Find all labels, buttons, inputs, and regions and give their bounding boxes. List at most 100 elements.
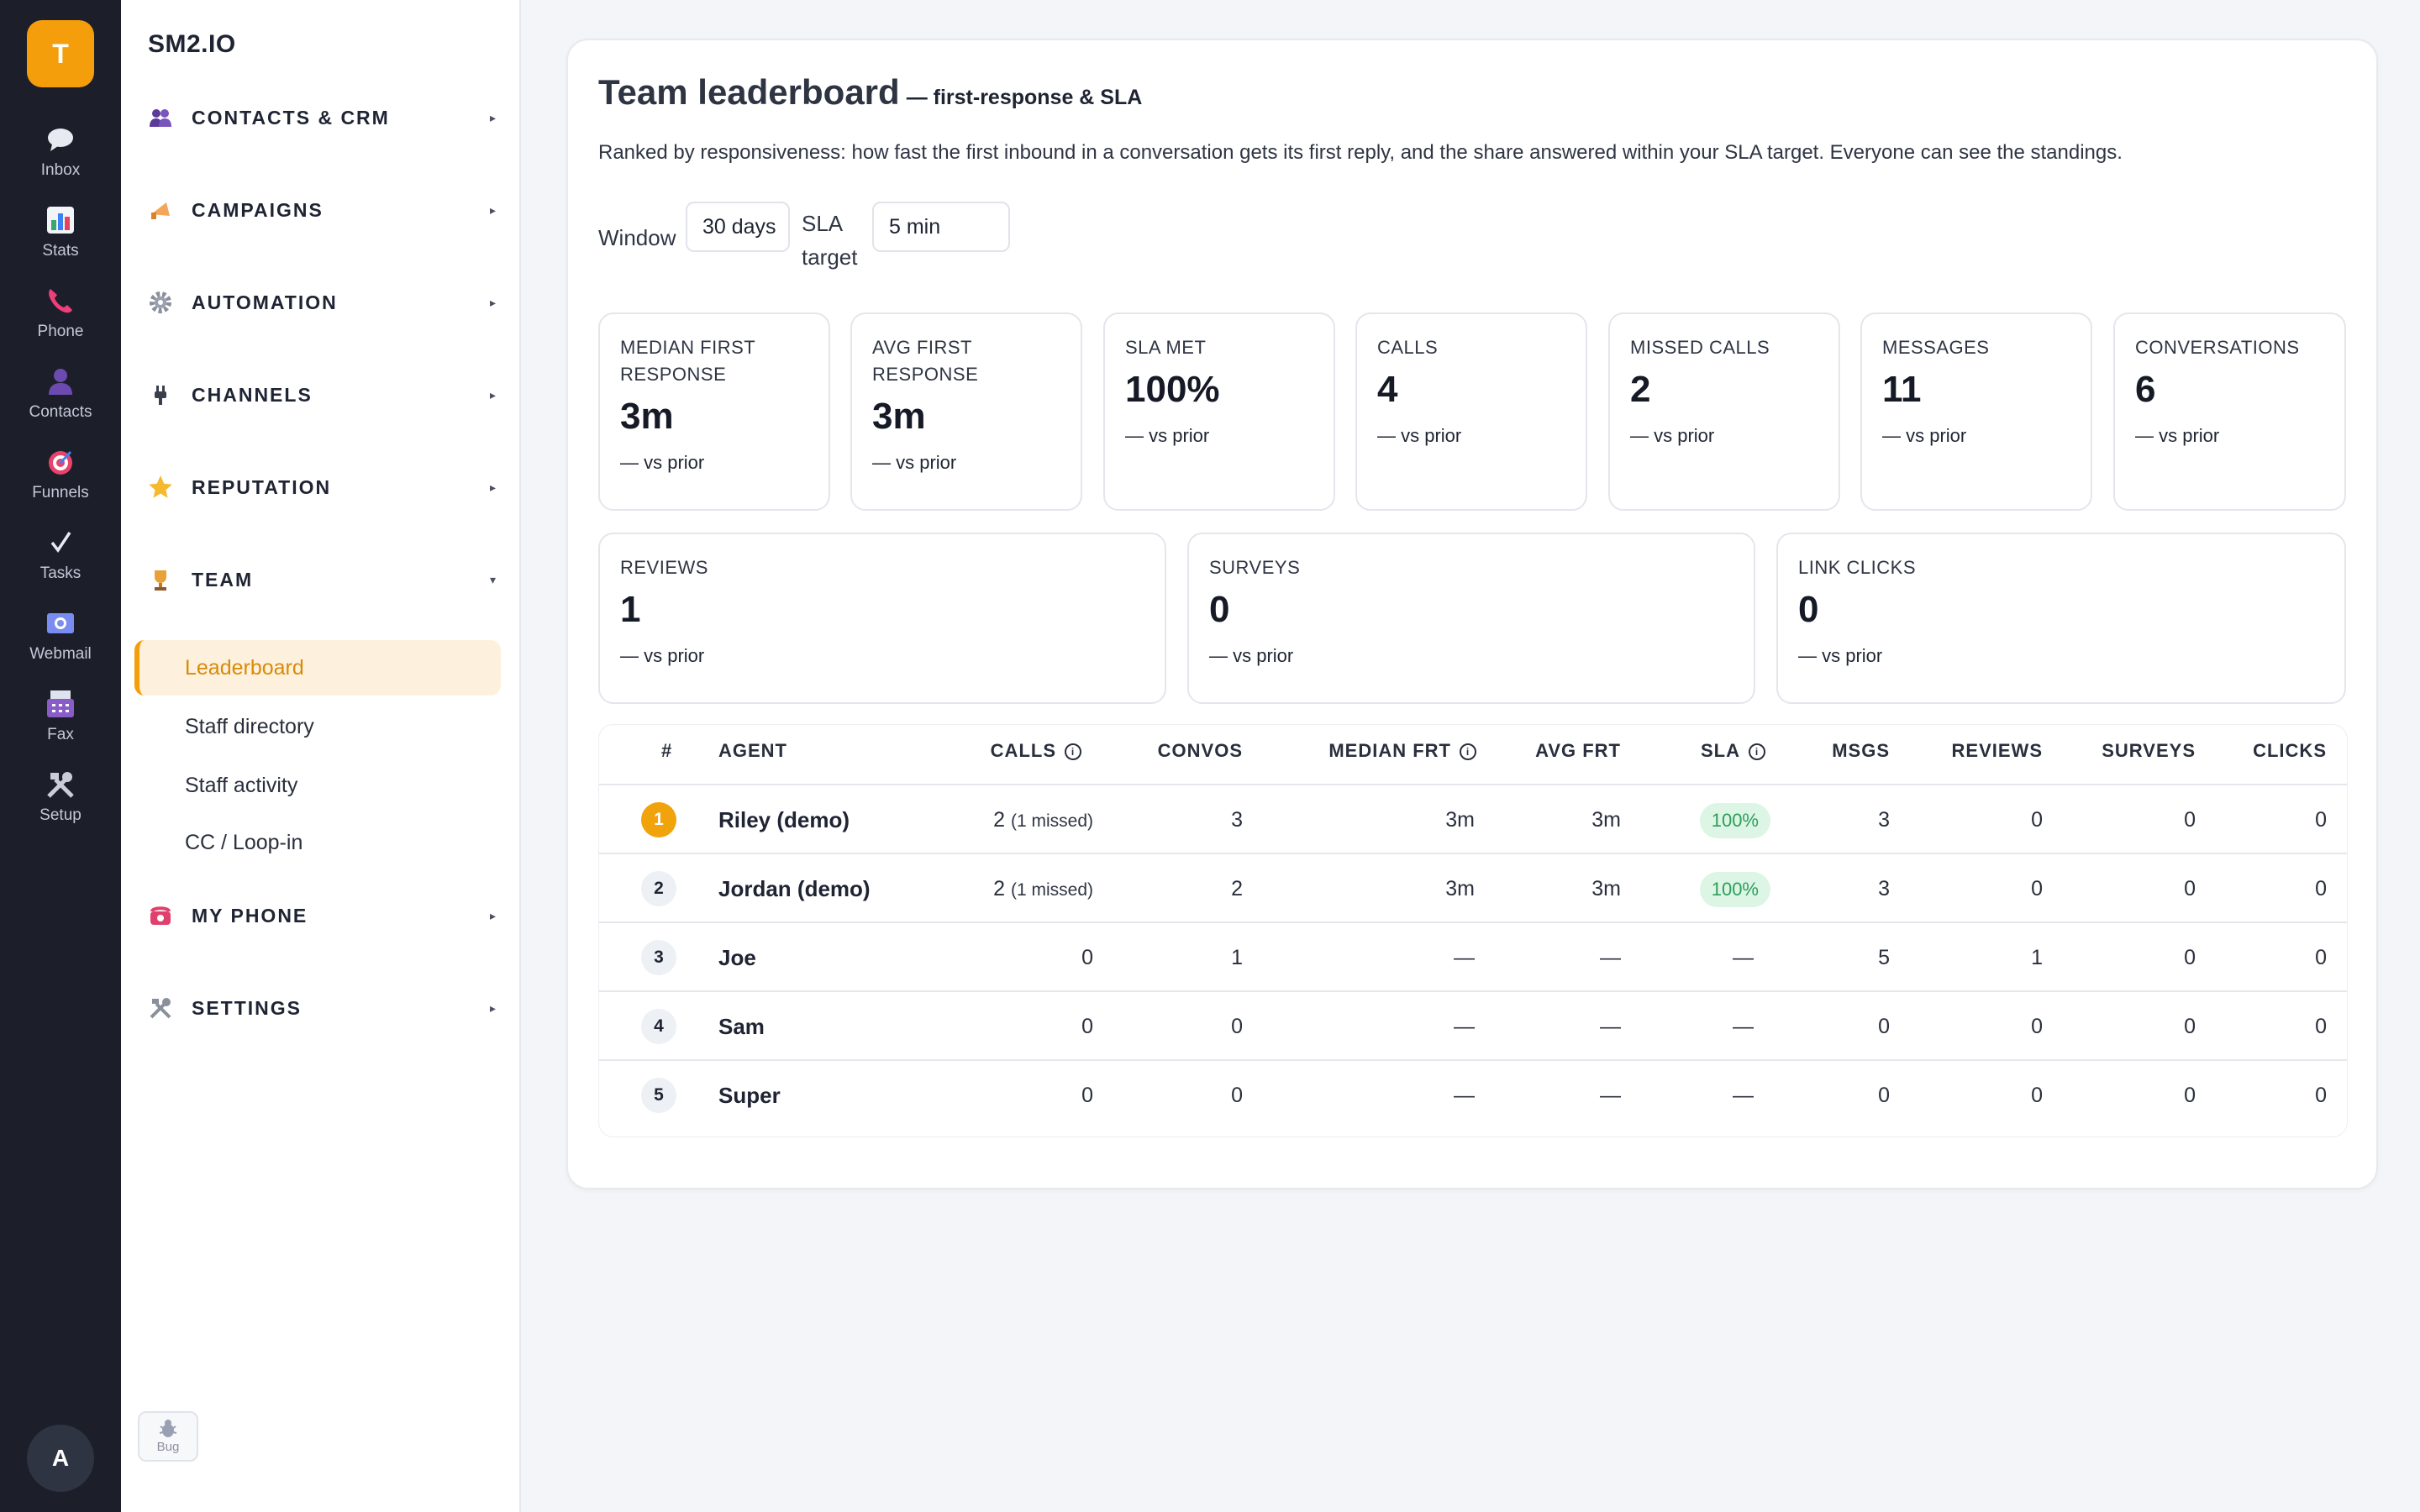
clicks-cell: 0 [2315, 946, 2327, 969]
table-row[interactable]: 2 Jordan (demo) 2 (1 missed) 2 3m 3m 100… [599, 853, 2347, 923]
rail-item-webmail[interactable]: Webmail [0, 606, 121, 677]
rail-item-inbox[interactable]: Inbox [0, 123, 121, 193]
stat-card-messages: MESSAGES 11 — vs prior [1860, 312, 2092, 511]
sidebar-section-reputation[interactable]: REPUTATION ▸ [146, 470, 499, 504]
convos-cell: 1 [1231, 946, 1243, 969]
brand-name: SM2.IO [148, 30, 236, 58]
column-header-agent[interactable]: AGENT [718, 740, 787, 761]
column-header-msgs[interactable]: MSGS [1832, 740, 1890, 761]
stat-card-calls: CALLS 4 — vs prior [1355, 312, 1587, 511]
stat-label: MESSAGES [1882, 337, 1990, 358]
sla-cell: — [1733, 1015, 1754, 1038]
sla-target-input[interactable]: 5 min [872, 202, 1010, 252]
chevron-right-icon: ▸ [489, 480, 496, 494]
median-frt-cell: 3m [1445, 877, 1475, 900]
rail-label: Webmail [29, 645, 92, 663]
bug-icon [159, 1420, 177, 1437]
rail-label: Funnels [32, 484, 89, 501]
column-header-calls[interactable]: CALLS i [991, 740, 1081, 762]
sidebar-section-campaigns[interactable]: CAMPAIGNS ▸ [146, 193, 499, 227]
agent-name: Riley (demo) [718, 807, 850, 832]
section-label: REPUTATION [192, 475, 332, 498]
section-label: CAMPAIGNS [192, 198, 324, 221]
workspace-logo[interactable]: T [27, 20, 94, 87]
stat-label: MEDIAN FIRST RESPONSE [620, 337, 756, 385]
stat-label: SLA MET [1125, 337, 1207, 358]
info-icon[interactable]: i [1749, 743, 1765, 761]
column-header-convos[interactable]: CONVOS [1157, 740, 1243, 761]
median-frt-cell: — [1454, 946, 1475, 969]
target-icon [49, 450, 72, 475]
rail-item-fax[interactable]: Fax [0, 687, 121, 758]
agent-name: Super [718, 1083, 781, 1108]
stat-label: LINK CLICKS [1798, 557, 1916, 578]
stat-value: 100% [1125, 369, 1220, 410]
rail-item-phone[interactable]: Phone [0, 284, 121, 354]
sidebar-section-contacts-crm[interactable]: CONTACTS & CRM ▸ [146, 101, 499, 134]
sidebar-section-channels[interactable]: CHANNELS ▸ [146, 378, 499, 412]
table-row[interactable]: 5 Super 0 0 — — — 0 0 0 0 [599, 1059, 2347, 1130]
telephone-icon [146, 901, 175, 930]
window-input[interactable]: 30 days [686, 202, 790, 252]
column-header-reviews[interactable]: REVIEWS [1951, 740, 2043, 761]
reviews-cell: 1 [2031, 946, 2043, 969]
app-rail: T Inbox Stats Phone Contacts Funnels Tas… [0, 0, 121, 1512]
column-header-rank[interactable]: # [661, 740, 673, 761]
sidebar-item-cc-loop-in[interactable]: CC / Loop-in [185, 830, 303, 854]
column-header-surveys[interactable]: SURVEYS [2102, 740, 2196, 761]
page-subtitle: — first-response & SLA [906, 86, 1143, 109]
sla-badge: 100% [1699, 803, 1770, 838]
sidebar-item-staff-activity[interactable]: Staff activity [185, 773, 298, 797]
table-row[interactable]: 1 Riley (demo) 2 (1 missed) 3 3m 3m 100%… [599, 784, 2347, 854]
sidebar-section-settings[interactable]: SETTINGS ▸ [146, 991, 499, 1025]
bug-report-button[interactable]: Bug [138, 1411, 198, 1462]
stat-prior: — vs prior [1882, 425, 1967, 446]
sla-badge: 100% [1699, 872, 1770, 907]
msgs-cell: 3 [1878, 877, 1890, 900]
stat-label: CONVERSATIONS [2135, 337, 2300, 358]
sidebar-item-staff-directory[interactable]: Staff directory [185, 714, 314, 738]
calls-cell: 2 (1 missed) [993, 808, 1093, 832]
rank-badge: 5 [641, 1078, 676, 1113]
sidebar-item-leaderboard[interactable]: Leaderboard [134, 640, 501, 696]
bug-label: Bug [156, 1440, 180, 1454]
rail-item-stats[interactable]: Stats [0, 203, 121, 274]
section-label: AUTOMATION [192, 291, 338, 313]
info-icon[interactable]: i [1460, 743, 1476, 761]
stat-prior: — vs prior [620, 452, 705, 473]
window-label: Window [598, 225, 676, 250]
user-avatar[interactable]: A [27, 1425, 94, 1492]
agent-name: Jordan (demo) [718, 876, 871, 901]
sidebar-section-team[interactable]: TEAM ▾ [146, 563, 499, 596]
rail-label: Contacts [29, 403, 92, 421]
column-header-sla[interactable]: SLA i [1701, 740, 1765, 762]
stat-value: 11 [1882, 369, 1922, 410]
rail-item-setup[interactable]: Setup [0, 768, 121, 838]
sidebar-section-my-phone[interactable]: MY PHONE ▸ [146, 899, 499, 932]
stat-card-sla-met: SLA MET 100% — vs prior [1103, 312, 1335, 511]
stat-value: 2 [1630, 369, 1651, 410]
sla-cell: 100% [1699, 785, 1770, 854]
stat-prior: — vs prior [1209, 645, 1294, 666]
column-header-avg-frt[interactable]: AVG FRT [1535, 740, 1621, 761]
surveys-cell: 0 [2184, 877, 2196, 900]
rail-item-contacts[interactable]: Contacts [0, 365, 121, 435]
table-row[interactable]: 4 Sam 0 0 — — — 0 0 0 0 [599, 990, 2347, 1061]
stat-card-reviews: REVIEWS 1 — vs prior [598, 533, 1166, 704]
msgs-cell: 3 [1878, 808, 1890, 832]
rank-badge: 2 [641, 871, 676, 906]
table-row[interactable]: 3 Joe 0 1 — — — 5 1 0 0 [599, 921, 2347, 992]
section-label: SETTINGS [192, 996, 302, 1019]
column-header-clicks[interactable]: CLICKS [2253, 740, 2327, 761]
chevron-right-icon: ▸ [489, 387, 496, 402]
stat-prior: — vs prior [1377, 425, 1462, 446]
rail-label: Inbox [40, 161, 81, 179]
rail-item-funnels[interactable]: Funnels [0, 445, 121, 516]
info-icon[interactable]: i [1065, 743, 1081, 761]
rail-item-tasks[interactable]: Tasks [0, 526, 121, 596]
page-title: Team leaderboard — first-response & SLA [598, 72, 1142, 113]
column-header-median-frt[interactable]: MEDIAN FRT i [1328, 740, 1476, 762]
sidebar-section-automation[interactable]: AUTOMATION ▸ [146, 286, 499, 319]
avg-frt-cell: 3m [1591, 808, 1621, 832]
page-description: Ranked by responsiveness: how fast the f… [598, 141, 2123, 164]
